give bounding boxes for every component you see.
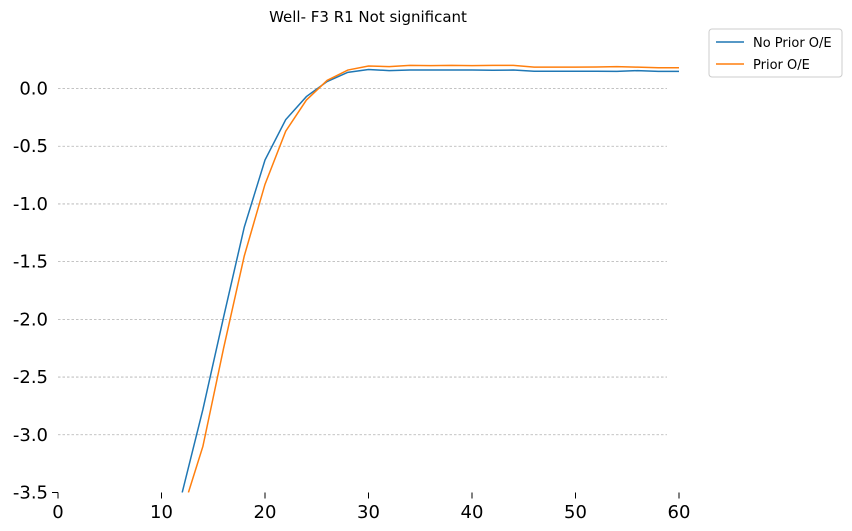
- x-tick-label: 50: [564, 502, 587, 523]
- legend-label: No Prior O/E: [753, 36, 832, 51]
- x-tick-label: 10: [150, 502, 173, 523]
- y-tick-label: -1.5: [13, 252, 48, 273]
- axes: 0.0 -0.5 -1.0 -1.5 -2.0 -2.5 -3.0 -3.50 10 20 30 40…: [13, 79, 691, 524]
- x-tick-label: 60: [668, 502, 691, 523]
- legend-box: [708, 28, 843, 78]
- legend: No Prior O/E Prior O/E: [708, 28, 843, 78]
- y-tick-label: -3.5: [13, 483, 48, 504]
- x-tick-label: 0: [52, 502, 63, 523]
- y-tick-label: -2.5: [13, 367, 48, 388]
- series-line-no-prior-oe: [181, 68, 679, 493]
- y-tick-label: -2.0: [13, 309, 48, 330]
- y-tick-label: -0.5: [13, 136, 48, 157]
- x-tick-label: 20: [254, 502, 277, 523]
- y-tick-label: -1.0: [13, 194, 48, 215]
- y-tick-label: 0.0: [19, 79, 48, 100]
- legend-label: Prior O/E: [753, 58, 810, 73]
- y-tick-label: -3.0: [13, 425, 48, 446]
- grid-lines: [58, 88, 667, 436]
- chart-title: Well- F3 R1 Not significant: [269, 8, 467, 26]
- x-tick-label: 40: [461, 502, 484, 523]
- x-tick-label: 30: [357, 502, 380, 523]
- series-lines: [181, 64, 679, 493]
- series-line-prior-oe: [187, 64, 679, 493]
